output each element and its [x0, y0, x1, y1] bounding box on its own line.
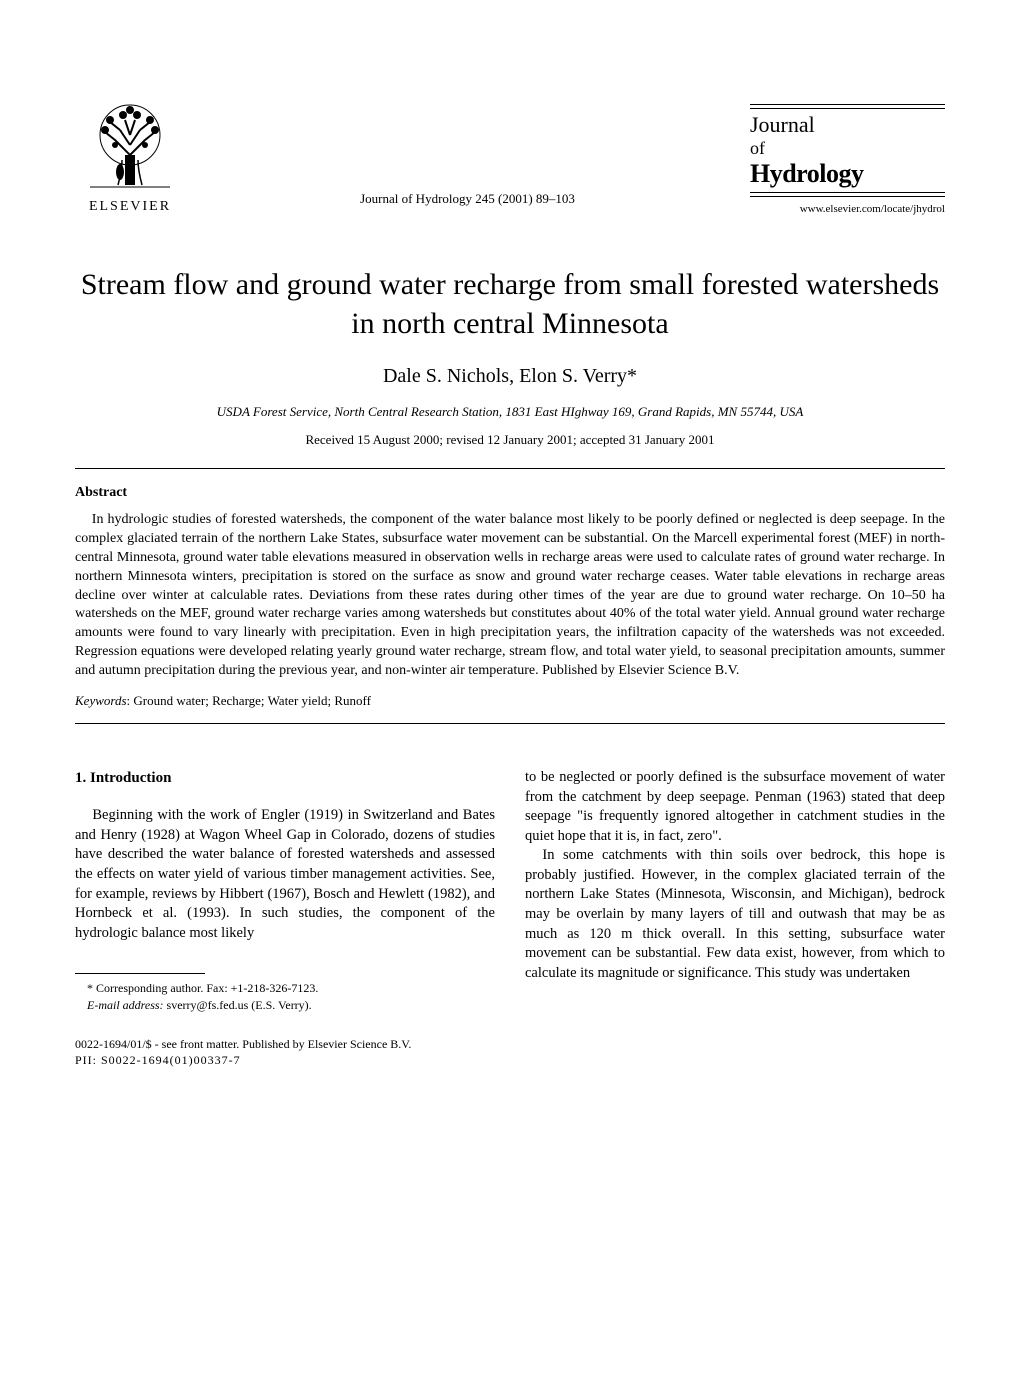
citation-line: Journal of Hydrology 245 (2001) 89–103: [185, 191, 750, 215]
elsevier-tree-icon: [80, 100, 180, 190]
pii-line: PII: S0022-1694(01)00337-7: [75, 1052, 495, 1068]
footnote-email: E-mail address: sverry@fs.fed.us (E.S. V…: [75, 997, 495, 1014]
publisher-name: ELSEVIER: [75, 199, 185, 215]
column-left: 1. Introduction Beginning with the work …: [75, 768, 495, 1068]
email-value: sverry@fs.fed.us (E.S. Verry).: [164, 998, 312, 1012]
footnote-rule: [75, 973, 205, 974]
abstract-heading: Abstract: [75, 485, 945, 501]
body-paragraph: In some catchments with thin soils over …: [525, 846, 945, 983]
affiliation: USDA Forest Service, North Central Resea…: [75, 404, 945, 420]
keywords-label: Keywords: [75, 693, 127, 708]
journal-word-2: of: [750, 138, 945, 159]
copyright-block: 0022-1694/01/$ - see front matter. Publi…: [75, 1036, 495, 1068]
divider: [75, 723, 945, 724]
column-right: to be neglected or poorly defined is the…: [525, 768, 945, 1068]
body-columns: 1. Introduction Beginning with the work …: [75, 768, 945, 1068]
article-dates: Received 15 August 2000; revised 12 Janu…: [75, 432, 945, 448]
body-paragraph: Beginning with the work of Engler (1919)…: [75, 806, 495, 943]
journal-word-3: Hydrology: [750, 159, 945, 189]
journal-url: www.elsevier.com/locate/jhydrol: [750, 203, 945, 215]
footnote-corresponding: * Corresponding author. Fax: +1-218-326-…: [75, 980, 495, 997]
keywords-line: Keywords: Ground water; Recharge; Water …: [75, 693, 945, 709]
body-paragraph: to be neglected or poorly defined is the…: [525, 768, 945, 846]
email-label: E-mail address:: [87, 998, 164, 1012]
page-header: ELSEVIER Journal of Hydrology 245 (2001)…: [75, 100, 945, 215]
divider: [75, 468, 945, 469]
section-heading-intro: 1. Introduction: [75, 768, 495, 788]
publisher-logo: ELSEVIER: [75, 100, 185, 215]
journal-word-1: Journal: [750, 112, 945, 138]
keywords-text: : Ground water; Recharge; Water yield; R…: [127, 693, 371, 708]
article-title: Stream flow and ground water recharge fr…: [75, 265, 945, 343]
journal-branding: Journal of Hydrology www.elsevier.com/lo…: [750, 104, 945, 215]
copyright-line: 0022-1694/01/$ - see front matter. Publi…: [75, 1036, 495, 1052]
author-list: Dale S. Nichols, Elon S. Verry*: [75, 365, 945, 388]
abstract-text: In hydrologic studies of forested waters…: [75, 511, 945, 681]
